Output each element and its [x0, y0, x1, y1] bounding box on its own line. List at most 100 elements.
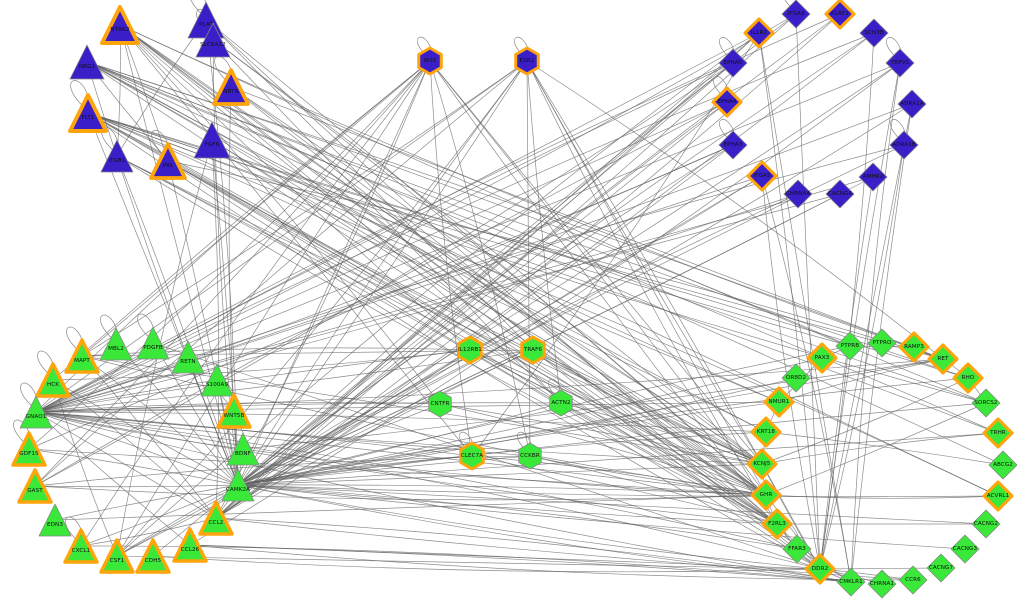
- diamond-node-shape: [824, 0, 856, 30]
- graph-node-epha5[interactable]: EPHA5: [715, 45, 751, 81]
- graph-node-epha4[interactable]: EPHA4: [709, 84, 745, 120]
- graph-node-clec7a[interactable]: CLEC7A: [455, 439, 489, 473]
- graph-node-itgb1[interactable]: ITGB1: [97, 136, 137, 176]
- graph-edge: [469, 349, 778, 525]
- graph-edge: [34, 60, 431, 487]
- graph-node-fgf6[interactable]: FGF6: [190, 118, 234, 162]
- graph-node-cdh5[interactable]: CDH5: [133, 536, 173, 576]
- graph-edge: [215, 60, 528, 519]
- triangle-node-shape: [149, 142, 187, 180]
- graph-edge: [471, 455, 767, 496]
- graph-edge: [526, 60, 562, 404]
- graph-edge: [35, 411, 767, 496]
- graph-node-nrtn[interactable]: NRTN: [210, 66, 252, 108]
- graph-node-trhr[interactable]: TRHR: [980, 415, 1016, 451]
- graph-edge: [35, 193, 799, 413]
- graph-edge: [819, 32, 875, 570]
- triangle-node-shape: [172, 527, 208, 563]
- graph-edge: [526, 60, 944, 360]
- graph-node-flt1[interactable]: FLT1: [66, 91, 110, 135]
- graph-edge: [237, 484, 987, 525]
- diamond-node-shape: [750, 479, 782, 511]
- diamond-node-shape: [761, 508, 793, 540]
- graph-node-cxcl1[interactable]: CXCL1: [61, 526, 101, 566]
- graph-edge: [86, 61, 999, 497]
- graph-edge: [237, 60, 528, 486]
- graph-node-klrf2[interactable]: KLRF2: [822, 0, 858, 32]
- triangle-node-shape: [11, 431, 47, 467]
- graph-edge: [167, 160, 562, 404]
- diamond-node-shape: [885, 48, 915, 78]
- graph-node-pdgfb[interactable]: PDGFB: [133, 323, 173, 363]
- graph-node-cckbr[interactable]: CCKBR: [513, 439, 547, 473]
- triangle-node-shape: [193, 121, 231, 159]
- graph-node-prl[interactable]: PRL: [147, 140, 189, 182]
- graph-edge: [152, 555, 821, 573]
- diamond-node-shape: [804, 553, 836, 585]
- triangle-node-shape: [216, 393, 252, 429]
- triangle-node-shape: [200, 363, 234, 397]
- graph-edge: [429, 60, 767, 496]
- graph-node-csf1[interactable]: CSF1: [97, 536, 137, 576]
- graph-node-esr2[interactable]: ESR2: [510, 44, 544, 78]
- graph-node-adra1a[interactable]: ADRA1A: [894, 86, 930, 122]
- graph-edge: [439, 403, 763, 465]
- graph-edge: [116, 155, 767, 496]
- graph-edge: [237, 62, 901, 486]
- graph-node-wnt5b[interactable]: WNT5B: [214, 391, 254, 431]
- graph-node-ptpro[interactable]: PTPRO: [864, 325, 900, 361]
- graph-edge: [237, 484, 821, 570]
- hexagon-node-shape: [417, 46, 443, 76]
- triangle-node-shape: [19, 395, 53, 429]
- graph-node-traf6[interactable]: TRAF6: [516, 333, 550, 367]
- graph-edge: [87, 112, 821, 570]
- diamond-node-shape: [889, 130, 919, 160]
- graph-node-actn2[interactable]: ACTN2: [544, 386, 578, 420]
- graph-edge: [429, 60, 531, 457]
- graph-edge: [242, 448, 767, 496]
- graph-node-itga5[interactable]: ITGA5: [744, 158, 780, 194]
- graph-edge: [526, 60, 821, 570]
- graph-node-itga8[interactable]: ITGA8: [778, 0, 814, 32]
- graph-edge: [81, 60, 431, 357]
- graph-node-nrg1[interactable]: NRG1: [66, 41, 108, 83]
- graph-node-slc6a12[interactable]: SLC6A12: [192, 19, 234, 61]
- graph-node-cacng4[interactable]: CACNG4: [822, 176, 858, 212]
- triangle-node-shape: [195, 22, 231, 58]
- graph-edge: [237, 484, 999, 498]
- graph-node-adra1b[interactable]: ADRA1B: [886, 127, 922, 163]
- graph-node-trpv1[interactable]: TRPV1: [882, 45, 918, 81]
- graph-node-irs1[interactable]: IRS1: [413, 44, 447, 78]
- graph-edge: [167, 160, 763, 465]
- graph-edge: [189, 544, 914, 581]
- triangle-node-shape: [68, 93, 108, 133]
- graph-node-ccl26[interactable]: CCL26: [170, 525, 210, 565]
- graph-node-il12rb1[interactable]: IL12RB1: [453, 333, 487, 367]
- graph-edge: [87, 112, 778, 525]
- graph-node-cntfr[interactable]: CNTFR: [423, 387, 457, 421]
- graph-edge: [35, 193, 841, 413]
- graph-node-ccr6[interactable]: CCR6: [895, 562, 931, 598]
- graph-edge: [87, 112, 851, 347]
- graph-edge: [471, 455, 778, 525]
- triangle-node-shape: [212, 68, 250, 106]
- hexagon-node-shape: [457, 335, 483, 365]
- graph-edge: [35, 349, 471, 413]
- graph-node-mbl2[interactable]: MBL2: [96, 324, 136, 364]
- graph-edge: [87, 112, 780, 403]
- graph-node-gdf15[interactable]: GDF15: [9, 429, 49, 469]
- graph-edge: [54, 484, 239, 521]
- graph-node-amhr2[interactable]: AMHR2: [855, 159, 891, 195]
- graph-node-krt18[interactable]: KRT18: [748, 414, 784, 450]
- graph-node-bdnf[interactable]: BDNF: [223, 429, 263, 469]
- graph-edge: [819, 176, 874, 570]
- graph-edge: [819, 62, 901, 570]
- graph-edge: [237, 432, 999, 486]
- diamond-node-shape: [971, 509, 1001, 539]
- graph-node-chrna4[interactable]: CHRNA4: [780, 176, 816, 212]
- graph-edge: [212, 39, 767, 496]
- graph-node-gnao1[interactable]: GNAO1: [16, 392, 56, 432]
- diamond-node-shape: [746, 160, 778, 192]
- graph-edge: [212, 39, 763, 465]
- graph-edge: [80, 60, 431, 547]
